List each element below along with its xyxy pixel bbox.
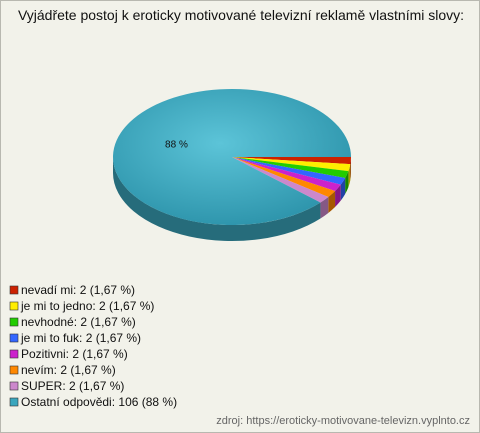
slice	[232, 157, 341, 191]
legend-label: Ostatní odpovědi: 106 (88 %)	[21, 395, 177, 409]
slice	[113, 89, 352, 226]
slice	[232, 157, 329, 203]
slice	[232, 157, 336, 197]
slice	[232, 157, 351, 172]
slice	[232, 157, 349, 179]
legend-swatch	[9, 381, 19, 391]
legend-label: je mi to jedno: 2 (1,67 %)	[20, 299, 154, 313]
slice-side	[328, 191, 336, 213]
slice-side	[335, 184, 341, 207]
legend-swatch	[9, 349, 19, 359]
legend-swatch	[9, 317, 19, 327]
chart-title: Vyjádřete postoj k eroticky motivované t…	[17, 7, 465, 23]
legend-label: nevhodné: 2 (1,67 %)	[21, 315, 136, 329]
slice-side	[345, 171, 349, 195]
value-label: 88 %	[165, 139, 188, 150]
legend-swatch	[9, 301, 19, 311]
slice-side	[113, 157, 321, 241]
slice	[232, 157, 351, 165]
source: zdroj: https://eroticky-motivovane-telev…	[216, 415, 470, 427]
legend-label: je mi to fuk: 2 (1,67 %)	[20, 331, 141, 345]
legend-swatch	[9, 397, 19, 407]
legend-label: SUPER: 2 (1,67 %)	[21, 379, 124, 393]
slice-side	[350, 157, 351, 181]
slice-side	[340, 178, 346, 201]
legend-label: nevadí mi: 2 (1,67 %)	[21, 283, 135, 297]
legend-swatch	[9, 285, 19, 295]
slice-side	[320, 196, 329, 219]
slice	[232, 157, 346, 185]
legend-label: Pozitivni: 2 (1,67 %)	[21, 347, 128, 361]
legend-swatch	[9, 365, 19, 375]
slice-side	[348, 164, 351, 188]
legend-label: nevím: 2 (1,67 %)	[21, 363, 116, 377]
legend-swatch	[9, 333, 19, 343]
